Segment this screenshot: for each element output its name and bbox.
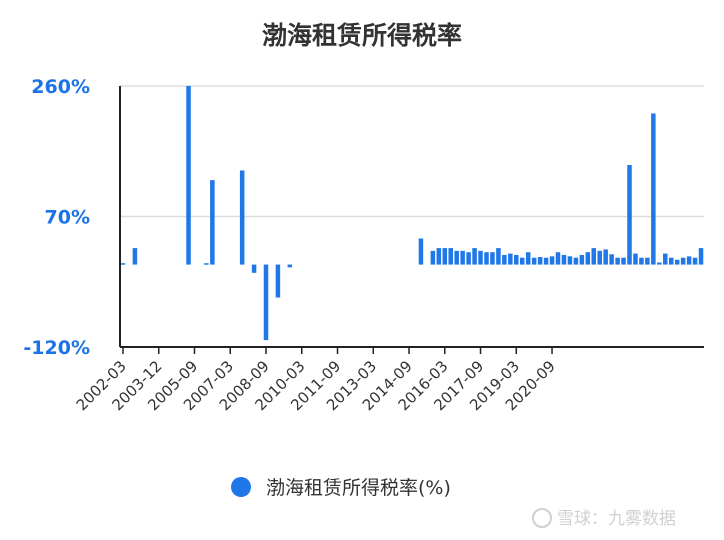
bar[interactable]: [603, 249, 608, 265]
bar[interactable]: [525, 252, 531, 265]
bar[interactable]: [680, 257, 686, 265]
bar[interactable]: [454, 250, 459, 265]
bar[interactable]: [692, 257, 698, 265]
bar[interactable]: [591, 248, 597, 265]
legend[interactable]: 渤海租赁所得税率(%): [231, 477, 451, 499]
bar[interactable]: [597, 250, 602, 265]
bar[interactable]: [686, 256, 692, 265]
grid-lines: [120, 85, 704, 348]
x-axis: 2002-032003-122005-092007-032008-092010-…: [73, 347, 559, 414]
bar[interactable]: [674, 259, 680, 265]
bar[interactable]: [573, 257, 579, 265]
axes: [119, 86, 704, 348]
watermark: 雪球：九雾数据: [532, 508, 676, 529]
bar[interactable]: [275, 264, 281, 298]
bar[interactable]: [210, 180, 215, 265]
bar[interactable]: [633, 253, 638, 265]
bar[interactable]: [478, 250, 483, 265]
bar[interactable]: [186, 86, 191, 265]
chart-title: 渤海租赁所得税率: [262, 21, 462, 50]
snowball-logo-icon: [532, 508, 552, 528]
bar[interactable]: [442, 248, 448, 265]
bar[interactable]: [448, 248, 453, 265]
bar[interactable]: [132, 248, 138, 265]
bar[interactable]: [472, 248, 477, 265]
bar[interactable]: [287, 264, 293, 268]
bar[interactable]: [466, 252, 471, 265]
bar[interactable]: [549, 256, 555, 265]
watermark-text: 雪球：九雾数据: [557, 509, 676, 529]
bar[interactable]: [615, 257, 620, 265]
bar[interactable]: [514, 254, 519, 265]
bar[interactable]: [484, 252, 489, 265]
bar[interactable]: [502, 254, 507, 265]
bar[interactable]: [543, 257, 549, 265]
bar[interactable]: [567, 256, 573, 265]
bar[interactable]: [663, 253, 668, 265]
bar[interactable]: [496, 248, 501, 265]
bar[interactable]: [585, 252, 591, 265]
bar[interactable]: [555, 252, 561, 265]
bar[interactable]: [436, 248, 442, 265]
bar[interactable]: [519, 257, 525, 265]
bar[interactable]: [120, 263, 126, 265]
bar[interactable]: [537, 257, 543, 265]
bar[interactable]: [621, 257, 626, 265]
bar[interactable]: [639, 257, 644, 265]
legend-marker: [231, 477, 251, 497]
bar[interactable]: [418, 238, 424, 265]
bar[interactable]: [531, 257, 537, 265]
y-tick-label: -120%: [23, 337, 90, 359]
bar[interactable]: [698, 248, 704, 265]
bar[interactable]: [490, 252, 495, 265]
bar[interactable]: [657, 262, 662, 265]
bar[interactable]: [508, 253, 513, 265]
bars: [120, 86, 704, 341]
bar[interactable]: [460, 250, 465, 265]
bar[interactable]: [251, 264, 257, 273]
bar[interactable]: [627, 164, 632, 265]
bar[interactable]: [609, 254, 614, 265]
y-tick-label: 70%: [45, 207, 90, 229]
bar[interactable]: [645, 257, 650, 265]
bar[interactable]: [263, 264, 269, 341]
bar[interactable]: [430, 250, 436, 265]
bar[interactable]: [579, 254, 585, 265]
bar[interactable]: [204, 263, 209, 265]
y-axis: 260% 70% -120%: [23, 76, 90, 359]
bar[interactable]: [561, 254, 567, 265]
legend-label: 渤海租赁所得税率(%): [266, 477, 451, 499]
y-tick-label: 260%: [31, 76, 90, 98]
bar[interactable]: [651, 113, 656, 265]
bar[interactable]: [668, 257, 674, 265]
bar[interactable]: [239, 170, 245, 265]
